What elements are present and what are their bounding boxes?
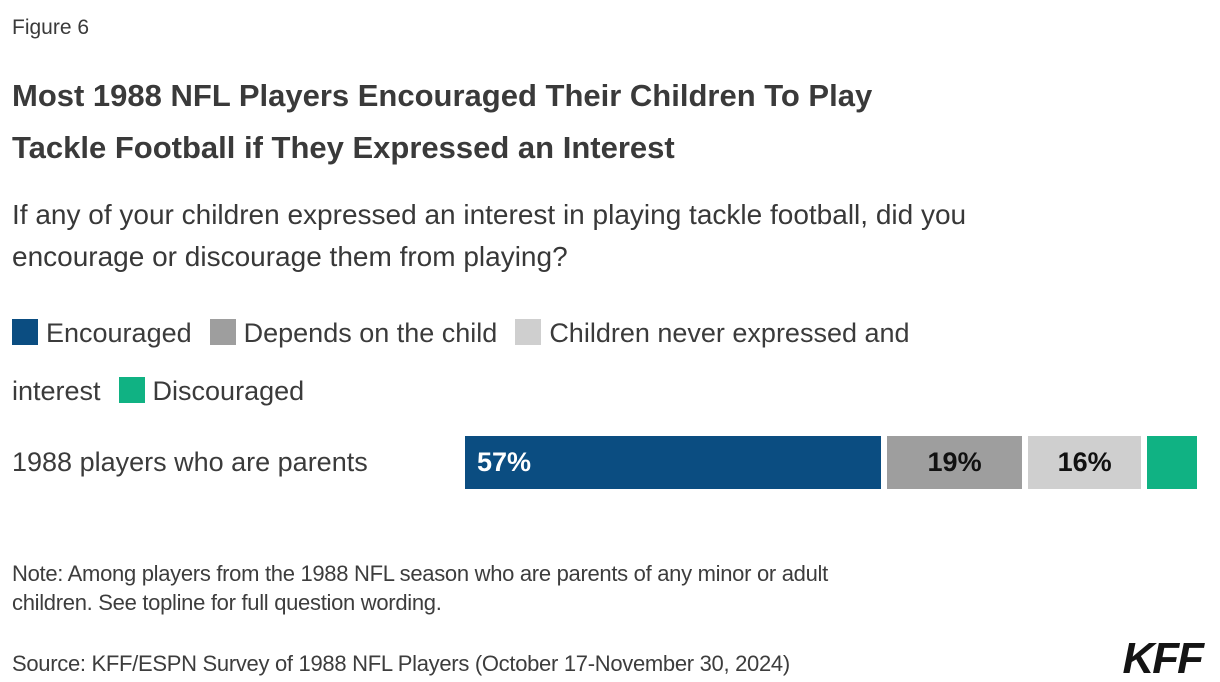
legend: Encouraged Depends on the child Children n… bbox=[12, 304, 952, 420]
footer-row: Source: KFF/ESPN Survey of 1988 NFL Play… bbox=[12, 637, 1206, 681]
stacked-bar: 57% 19% 16% bbox=[465, 436, 1198, 489]
legend-swatch-never-expressed-icon bbox=[515, 319, 542, 345]
legend-label-encouraged: Encouraged bbox=[46, 318, 192, 348]
legend-label-discouraged: Discouraged bbox=[152, 376, 305, 406]
legend-swatch-encouraged-icon bbox=[12, 319, 38, 345]
bar-value-label-depends: 19% bbox=[927, 447, 982, 477]
chart-title: Most 1988 NFL Players Encouraged Their C… bbox=[12, 78, 873, 165]
figure-label: Figure 6 bbox=[12, 16, 90, 39]
bar-segment-depends: 19% bbox=[887, 436, 1022, 489]
legend-label-depends: Depends on the child bbox=[243, 318, 498, 348]
bar-row: 1988 players who are parents 57% 19% 16% bbox=[12, 436, 1206, 489]
legend-item-encouraged: Encouraged bbox=[12, 318, 192, 348]
note-text: Note: Among players from the 1988 NFL se… bbox=[12, 561, 828, 615]
kff-logo: KFF bbox=[1122, 634, 1204, 682]
legend-item-discouraged: Discouraged bbox=[118, 376, 305, 406]
bar-segment-discouraged bbox=[1147, 436, 1198, 489]
legend-swatch-depends-icon bbox=[209, 319, 236, 345]
chart-subtitle: If any of your children expressed an int… bbox=[12, 199, 967, 272]
source-text: Source: KFF/ESPN Survey of 1988 NFL Play… bbox=[12, 651, 790, 676]
bar-value-label-never-expressed: 16% bbox=[1057, 447, 1112, 477]
bar-value-label-encouraged: 57% bbox=[477, 447, 532, 477]
legend-swatch-discouraged-icon bbox=[118, 377, 145, 403]
legend-label-never-expressed: Children never expressed and interest bbox=[12, 318, 910, 406]
legend-item-depends: Depends on the child bbox=[209, 318, 498, 348]
legend-item-never-expressed: Children never expressed and interest bbox=[12, 318, 910, 406]
bar-category-label: 1988 players who are parents bbox=[12, 447, 368, 477]
bar-segment-never-expressed: 16% bbox=[1027, 436, 1142, 489]
bar-segment-encouraged: 57% bbox=[465, 436, 882, 489]
